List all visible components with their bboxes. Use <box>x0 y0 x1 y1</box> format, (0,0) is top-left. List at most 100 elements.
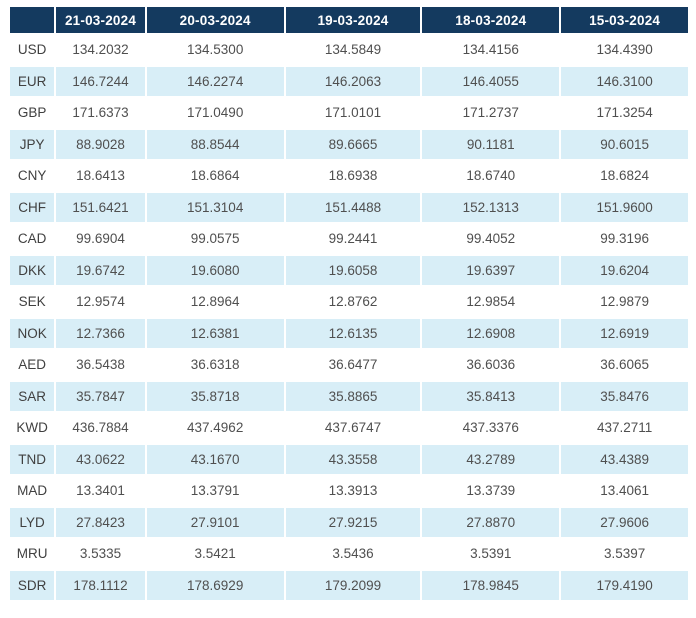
table-row: DKK 19.6742 19.6080 19.6058 19.6397 19.6204 <box>10 255 688 285</box>
currency-code-cell: SAR <box>10 381 55 411</box>
rate-cell: 43.4389 <box>561 444 688 474</box>
currency-code-cell: EUR <box>10 66 55 96</box>
currency-code-cell: KWD <box>10 413 55 443</box>
rate-cell: 151.4488 <box>285 192 421 222</box>
rate-cell: 178.6929 <box>146 570 284 600</box>
rate-cell: 151.6421 <box>56 192 145 222</box>
currency-code-cell: TND <box>10 444 55 474</box>
rate-cell: 99.6904 <box>56 224 145 254</box>
currency-code-cell: USD <box>10 35 55 65</box>
rate-cell: 36.6318 <box>146 350 284 380</box>
rate-cell: 27.9215 <box>285 507 421 537</box>
rate-cell: 12.7366 <box>56 318 145 348</box>
rate-cell: 35.8476 <box>561 381 688 411</box>
rate-cell: 12.9574 <box>56 287 145 317</box>
rate-cell: 35.8865 <box>285 381 421 411</box>
rate-cell: 179.2099 <box>285 570 421 600</box>
rate-cell: 146.2063 <box>285 66 421 96</box>
currency-code-cell: MRU <box>10 539 55 569</box>
table-row: LYD 27.8423 27.9101 27.9215 27.8870 27.9606 <box>10 507 688 537</box>
table-row: MAD 13.3401 13.3791 13.3913 13.3739 13.4061 <box>10 476 688 506</box>
rate-cell: 12.6381 <box>146 318 284 348</box>
rate-cell: 171.0101 <box>285 98 421 128</box>
rate-cell: 35.8413 <box>422 381 560 411</box>
rate-cell: 43.2789 <box>422 444 560 474</box>
rate-cell: 3.5421 <box>146 539 284 569</box>
table-row: CAD 99.6904 99.0575 99.2441 99.4052 99.3196 <box>10 224 688 254</box>
rate-cell: 3.5391 <box>422 539 560 569</box>
table-row: EUR 146.7244 146.2274 146.2063 146.4055 146.3… <box>10 66 688 96</box>
rate-cell: 437.2711 <box>561 413 688 443</box>
rate-cell: 19.6397 <box>422 255 560 285</box>
rate-cell: 146.4055 <box>422 66 560 96</box>
rate-cell: 3.5436 <box>285 539 421 569</box>
rate-cell: 35.8718 <box>146 381 284 411</box>
rate-cell: 35.7847 <box>56 381 145 411</box>
rate-cell: 99.2441 <box>285 224 421 254</box>
column-header-date: 20-03-2024 <box>146 7 284 33</box>
currency-code-cell: JPY <box>10 129 55 159</box>
rate-cell: 19.6080 <box>146 255 284 285</box>
rate-cell: 12.6919 <box>561 318 688 348</box>
rate-cell: 36.6477 <box>285 350 421 380</box>
rate-cell: 179.4190 <box>561 570 688 600</box>
rate-cell: 437.6747 <box>285 413 421 443</box>
rate-cell: 12.9854 <box>422 287 560 317</box>
corner-header-cell <box>10 7 55 33</box>
column-header-date: 21-03-2024 <box>56 7 145 33</box>
rate-cell: 171.6373 <box>56 98 145 128</box>
table-row: SAR 35.7847 35.8718 35.8865 35.8413 35.8476 <box>10 381 688 411</box>
rate-cell: 3.5397 <box>561 539 688 569</box>
rate-cell: 134.4156 <box>422 35 560 65</box>
rate-cell: 88.9028 <box>56 129 145 159</box>
rate-cell: 12.6908 <box>422 318 560 348</box>
rate-cell: 27.8870 <box>422 507 560 537</box>
rate-cell: 99.4052 <box>422 224 560 254</box>
rate-cell: 90.6015 <box>561 129 688 159</box>
rate-cell: 134.4390 <box>561 35 688 65</box>
exchange-rates-table: 21-03-2024 20-03-2024 19-03-2024 18-03-2024… <box>8 5 690 602</box>
rate-cell: 13.4061 <box>561 476 688 506</box>
currency-code-cell: NOK <box>10 318 55 348</box>
rate-cell: 19.6058 <box>285 255 421 285</box>
rate-cell: 43.1670 <box>146 444 284 474</box>
rate-cell: 436.7884 <box>56 413 145 443</box>
currency-code-cell: CHF <box>10 192 55 222</box>
rate-cell: 151.9600 <box>561 192 688 222</box>
currency-code-cell: DKK <box>10 255 55 285</box>
rate-cell: 437.3376 <box>422 413 560 443</box>
rate-cell: 134.2032 <box>56 35 145 65</box>
rate-cell: 171.2737 <box>422 98 560 128</box>
table-row: USD 134.2032 134.5300 134.5849 134.4156 134.4… <box>10 35 688 65</box>
currency-code-cell: SDR <box>10 570 55 600</box>
column-header-date: 15-03-2024 <box>561 7 688 33</box>
rate-cell: 13.3791 <box>146 476 284 506</box>
rate-cell: 99.3196 <box>561 224 688 254</box>
rate-cell: 43.3558 <box>285 444 421 474</box>
rate-cell: 36.6065 <box>561 350 688 380</box>
currency-code-cell: LYD <box>10 507 55 537</box>
rate-cell: 27.8423 <box>56 507 145 537</box>
currency-code-cell: GBP <box>10 98 55 128</box>
rate-cell: 88.8544 <box>146 129 284 159</box>
table-row: CHF 151.6421 151.3104 151.4488 152.1313 151.9… <box>10 192 688 222</box>
currency-code-cell: CAD <box>10 224 55 254</box>
rate-cell: 18.6824 <box>561 161 688 191</box>
rate-cell: 146.7244 <box>56 66 145 96</box>
rate-cell: 171.3254 <box>561 98 688 128</box>
rate-cell: 18.6938 <box>285 161 421 191</box>
currency-code-cell: SEK <box>10 287 55 317</box>
rate-cell: 36.6036 <box>422 350 560 380</box>
table-row: NOK 12.7366 12.6381 12.6135 12.6908 12.6919 <box>10 318 688 348</box>
table-row: SEK 12.9574 12.8964 12.8762 12.9854 12.9879 <box>10 287 688 317</box>
rate-cell: 36.5438 <box>56 350 145 380</box>
rate-cell: 12.8964 <box>146 287 284 317</box>
rate-cell: 89.6665 <box>285 129 421 159</box>
rate-cell: 90.1181 <box>422 129 560 159</box>
rate-cell: 13.3913 <box>285 476 421 506</box>
rate-cell: 13.3739 <box>422 476 560 506</box>
rate-cell: 27.9101 <box>146 507 284 537</box>
rate-cell: 152.1313 <box>422 192 560 222</box>
table-row: AED 36.5438 36.6318 36.6477 36.6036 36.6065 <box>10 350 688 380</box>
exchange-rates-panel: 21-03-2024 20-03-2024 19-03-2024 18-03-2024… <box>8 5 690 602</box>
